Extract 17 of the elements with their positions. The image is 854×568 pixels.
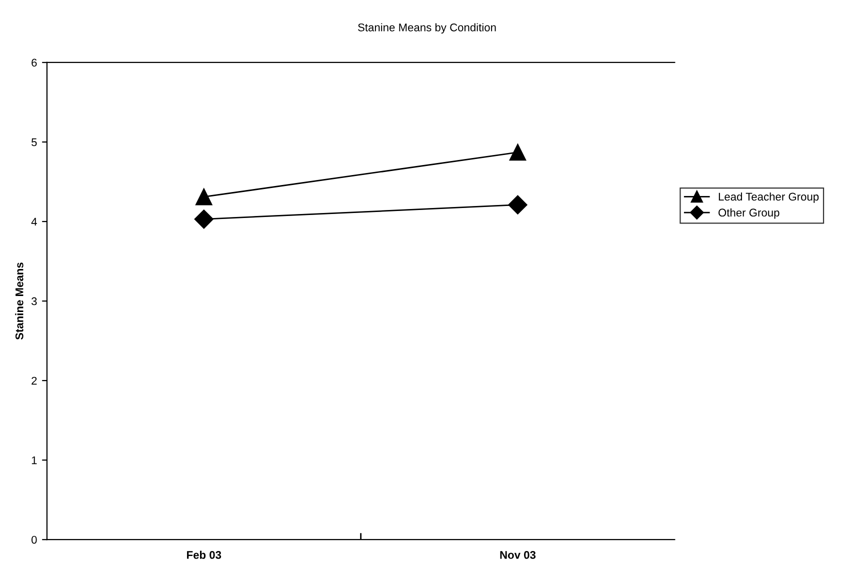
point [508,195,528,214]
x-tick-label: Feb 03 [187,550,222,559]
point [509,144,526,161]
y-tick-label: 4 [31,218,37,226]
chart-title: Stanine Means by Condition [358,23,496,34]
legend-label: Lead Teacher Group [718,192,819,203]
x-tick-label: Nov 03 [500,551,536,559]
point [194,210,214,229]
y-tick-label: 5 [32,138,37,146]
y-axis-title: Stanine Means [15,262,24,340]
y-tick-label: 1 [32,456,37,464]
y-tick-label: 0 [32,536,37,544]
y-tick-label: 3 [31,297,37,306]
y-tick-label: 6 [32,58,37,67]
legend-label: Other Group [718,208,780,219]
y-tick-label: 2 [32,376,37,385]
point [196,188,212,206]
